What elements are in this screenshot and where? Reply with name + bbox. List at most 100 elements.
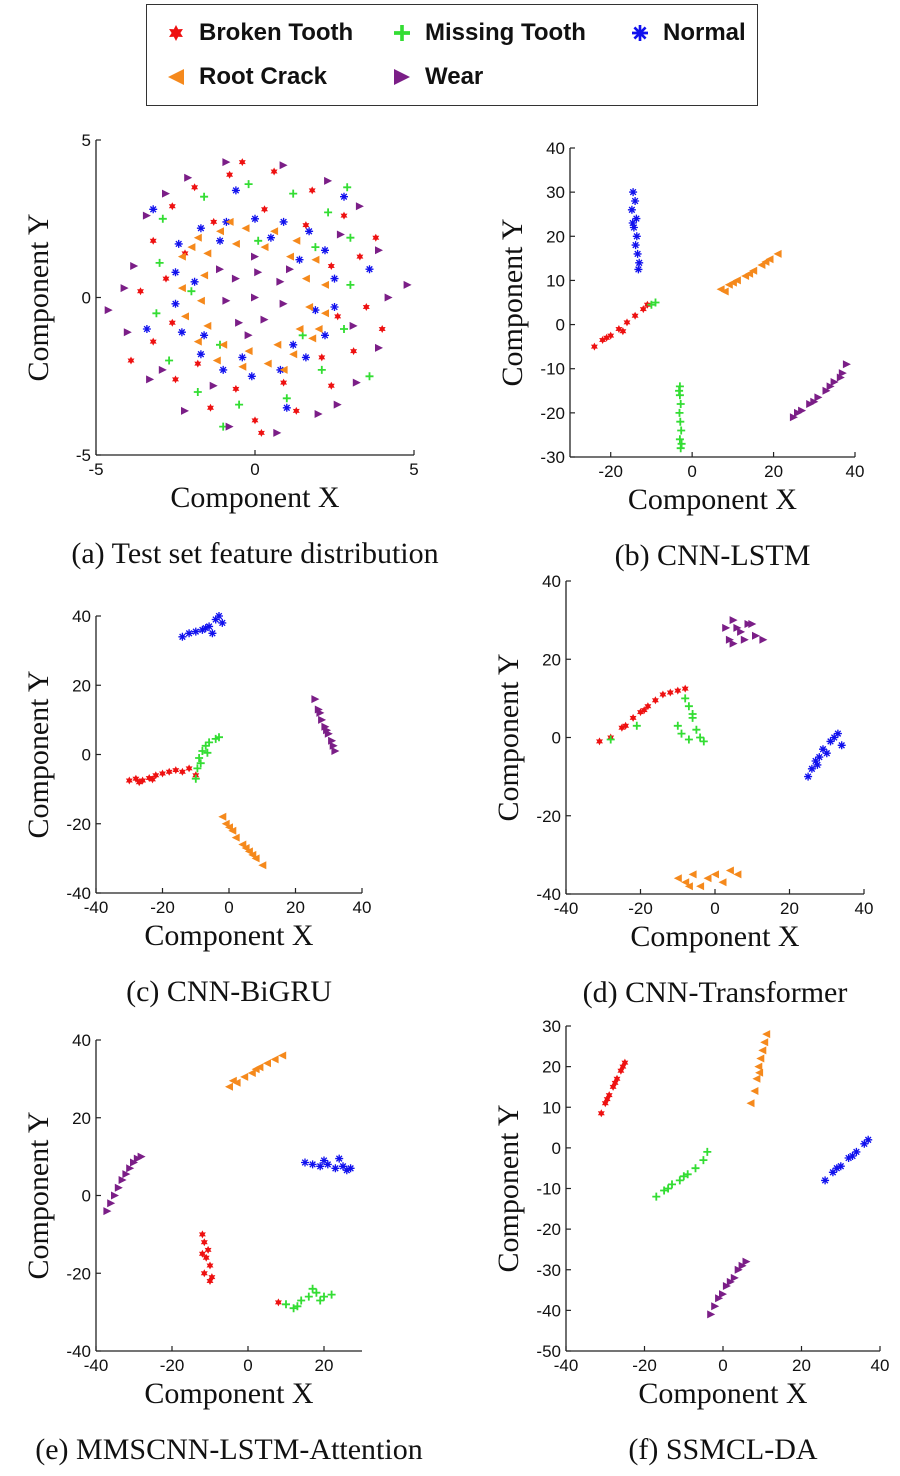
legend-item-root-crack: Root Crack: [161, 62, 327, 92]
x-tick-label: 0: [224, 898, 233, 917]
point-broken-tooth: [202, 1253, 210, 1262]
hexagram-marker-icon: [169, 25, 183, 41]
point-broken-tooth: [327, 381, 335, 390]
point-wear: [142, 211, 151, 220]
point-wear: [329, 741, 338, 750]
point-wear: [122, 1170, 131, 1179]
point-normal: [218, 618, 227, 627]
point-root-crack: [314, 325, 323, 333]
series-missing-tooth: [152, 180, 374, 431]
point-wear: [729, 639, 738, 648]
y-tick-label: -10: [540, 360, 565, 379]
point-broken-tooth: [145, 774, 153, 782]
point-root-crack: [305, 303, 314, 311]
x-tick-label: -20: [628, 899, 653, 918]
point-missing-tooth: [346, 233, 355, 242]
point-missing-tooth: [191, 774, 200, 783]
point-broken-tooth: [596, 737, 603, 746]
point-broken-tooth: [257, 428, 265, 437]
point-broken-tooth: [232, 384, 240, 393]
point-wear: [333, 400, 342, 409]
point-wear: [722, 623, 731, 632]
panel-caption: (c) CNN-BiGRU: [126, 975, 332, 1008]
y-tick-label: 30: [546, 183, 565, 202]
point-wear: [375, 343, 383, 352]
point-normal: [231, 186, 240, 195]
point-broken-tooth: [274, 1298, 282, 1307]
point-wear: [244, 331, 253, 340]
point-root-crack: [177, 252, 186, 261]
series-broken-tooth: [198, 1230, 282, 1307]
point-missing-tooth: [675, 435, 684, 444]
point-wear: [184, 173, 193, 182]
triangle-left-icon: [168, 69, 184, 85]
data-points: [125, 612, 340, 870]
point-wear: [251, 252, 259, 261]
point-broken-tooth: [135, 778, 143, 787]
x-tick-label: -40: [84, 1356, 109, 1375]
point-wear: [826, 382, 835, 391]
point-normal: [335, 1154, 344, 1163]
triangle-right-marker-icon: [394, 69, 410, 85]
point-root-crack: [720, 287, 729, 296]
point-normal: [282, 403, 291, 412]
point-missing-tooth: [651, 298, 660, 307]
point-missing-tooth: [676, 417, 685, 426]
point-missing-tooth: [155, 258, 164, 267]
point-root-crack: [221, 819, 230, 828]
panel-caption: (f) SSMCL-DA: [628, 1433, 818, 1466]
point-normal: [632, 232, 641, 241]
point-normal: [821, 1176, 830, 1185]
point-wear: [715, 1294, 724, 1303]
series-wear: [103, 1152, 146, 1216]
point-normal: [321, 246, 329, 255]
point-missing-tooth: [297, 1296, 306, 1305]
point-broken-tooth: [168, 202, 176, 211]
point-wear: [279, 299, 288, 308]
point-root-crack: [258, 861, 267, 870]
y-tick-label: 10: [546, 271, 565, 290]
point-normal: [305, 227, 314, 236]
point-normal: [635, 258, 644, 267]
series-missing-tooth: [647, 298, 686, 453]
point-normal: [627, 205, 636, 214]
point-wear: [104, 306, 113, 315]
point-wear: [355, 202, 364, 211]
x-axis-label: Component X: [170, 481, 339, 514]
point-normal: [196, 350, 205, 359]
point-broken-tooth: [651, 696, 659, 705]
series-root-crack: [225, 1051, 287, 1091]
point-normal: [211, 615, 220, 624]
x-axis-label: Component X: [144, 919, 313, 952]
x-tick-label: 40: [353, 898, 372, 917]
point-normal: [142, 325, 151, 333]
series-wear: [707, 1257, 751, 1319]
point-normal: [149, 205, 158, 214]
point-root-crack: [200, 271, 209, 280]
point-root-crack: [218, 812, 227, 821]
point-normal: [215, 612, 223, 620]
point-wear: [331, 747, 340, 755]
point-broken-tooth: [340, 211, 348, 220]
point-wear: [740, 635, 749, 644]
point-root-crack: [732, 276, 741, 285]
y-axis-label: Component Y: [22, 213, 55, 381]
point-broken-tooth: [251, 416, 259, 425]
point-broken-tooth: [597, 1109, 605, 1118]
point-missing-tooth: [675, 408, 684, 417]
point-normal: [205, 622, 214, 631]
y-axis-label: Component Y: [496, 218, 529, 386]
point-missing-tooth: [304, 1292, 313, 1301]
point-missing-tooth: [298, 331, 307, 340]
legend-label: Missing Tooth: [425, 19, 586, 46]
point-normal: [295, 255, 304, 264]
y-tick-label: 10: [542, 1098, 561, 1117]
point-root-crack: [308, 334, 317, 343]
point-root-crack: [750, 1087, 759, 1095]
point-wear: [107, 1199, 116, 1208]
point-normal: [836, 1162, 845, 1171]
point-broken-tooth: [619, 1062, 627, 1071]
point-root-crack: [696, 882, 705, 891]
point-missing-tooth: [308, 1284, 317, 1293]
point-missing-tooth: [684, 735, 693, 744]
